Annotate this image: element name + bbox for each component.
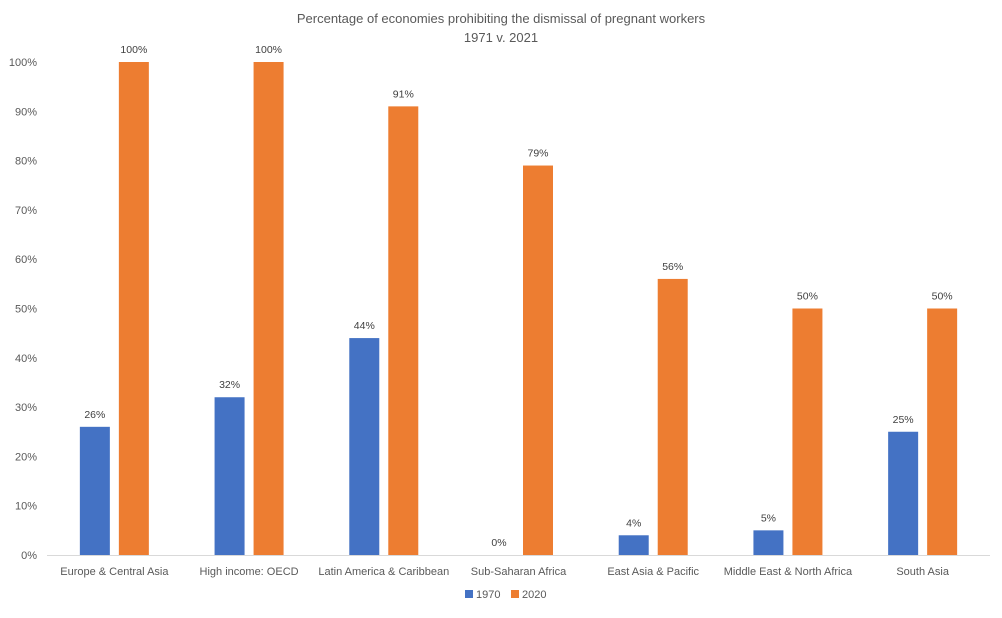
y-tick-label: 0% (21, 550, 37, 562)
data-label: 56% (662, 261, 683, 273)
data-label: 100% (255, 44, 282, 56)
legend-label: 2020 (522, 589, 546, 601)
x-category-label: High income: OECD (200, 566, 299, 578)
data-label: 5% (761, 512, 776, 524)
y-tick-label: 70% (15, 205, 37, 217)
x-category-label: Sub-Saharan Africa (471, 566, 567, 578)
y-tick-label: 100% (9, 57, 37, 69)
data-label: 50% (932, 291, 953, 303)
y-tick-label: 50% (15, 304, 37, 316)
y-tick-label: 40% (15, 353, 37, 365)
y-tick-label: 10% (15, 501, 37, 513)
bars-group (79, 62, 958, 556)
y-tick-label: 60% (15, 254, 37, 266)
bar-1970 (618, 535, 649, 555)
y-tick-label: 90% (15, 106, 37, 118)
legend-label: 1970 (476, 589, 500, 601)
data-label: 44% (354, 320, 375, 332)
y-tick-label: 80% (15, 156, 37, 168)
x-category-label: Europe & Central Asia (60, 566, 169, 578)
data-label: 26% (84, 409, 105, 421)
chart-subtitle: 1971 v. 2021 (464, 30, 538, 45)
data-label: 0% (491, 537, 506, 549)
data-label: 25% (893, 414, 914, 426)
bar-2020 (792, 308, 823, 555)
y-axis: 0% 10% 20% 30% 40% 50% 60% 70% 80% 90% 100% (9, 57, 37, 562)
data-labels-group: 26% 100% 32% 100% 44% 91% 0% 79% 4% 56% 5% 50% 25% 50… (84, 44, 952, 549)
x-category-label: East Asia & Pacific (607, 566, 699, 578)
x-category-label: Middle East & North Africa (724, 566, 853, 578)
bar-2020 (523, 165, 553, 555)
data-label: 91% (393, 88, 414, 100)
legend: 1970 2020 (465, 589, 546, 601)
data-label: 32% (219, 379, 240, 391)
bar-1970 (214, 397, 245, 555)
y-tick-label: 20% (15, 451, 37, 463)
x-category-label: Latin America & Caribbean (318, 566, 449, 578)
data-label: 100% (120, 44, 147, 56)
bar-1970 (349, 338, 380, 555)
bar-2020 (927, 308, 958, 555)
bar-2020 (657, 278, 688, 555)
bar-2020 (118, 62, 149, 555)
bar-1970 (753, 530, 784, 555)
data-label: 79% (527, 148, 548, 160)
chart-title: Percentage of economies prohibiting the … (297, 11, 706, 26)
bar-2020 (253, 62, 284, 555)
bar-2020 (388, 106, 419, 556)
bar-1970 (79, 426, 110, 555)
data-label: 50% (797, 291, 818, 303)
x-category-label: South Asia (896, 566, 949, 578)
data-label: 4% (626, 517, 641, 529)
x-axis-categories: Europe & Central Asia High income: OECD La… (60, 566, 950, 578)
bar-1970 (888, 431, 919, 555)
y-tick-label: 30% (15, 402, 37, 414)
legend-swatch-1970 (465, 590, 473, 598)
legend-swatch-2020 (511, 590, 519, 598)
